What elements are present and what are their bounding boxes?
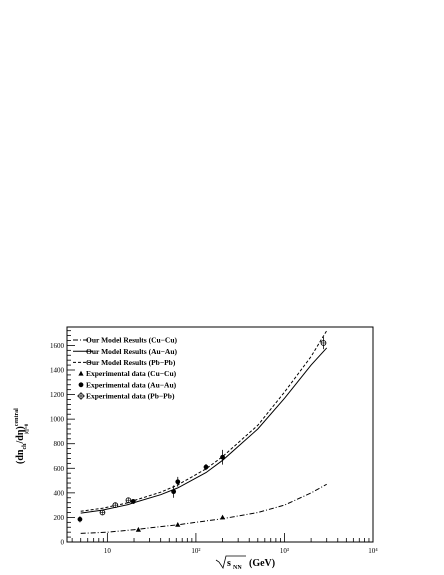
- x-tick-label: 10⁴: [368, 547, 378, 555]
- legend-label-1: Our Model Results (Au−Au): [86, 347, 178, 356]
- x-tick-label: 10: [104, 547, 112, 555]
- y-axis-title-text: (dnch/dη)central|η|=0: [14, 408, 30, 464]
- data-point-circle-filled: [220, 454, 225, 460]
- legend-label-0: Our Model Results (Cu−Cu): [86, 336, 178, 345]
- data-point-circle-filled: [77, 516, 83, 522]
- legend-label-5: Experimental data (Pb−Pb): [86, 392, 175, 401]
- data-point-circle-filled: [203, 464, 209, 470]
- sqrt-sign: [215, 555, 246, 569]
- x-tick-label: 10³: [280, 547, 289, 555]
- data-point-triangle: [135, 526, 141, 532]
- series-line-0: [80, 483, 327, 534]
- series-line-2: [80, 330, 328, 512]
- x-tick-label: 10²: [191, 547, 200, 555]
- legend-label-2: Our Model Results (Pb−Pb): [86, 358, 176, 367]
- data-point-circle-filled: [171, 489, 177, 495]
- legend: Our Model Results (Cu−Cu) Our Model Resul…: [73, 336, 178, 401]
- data-point-circle-filled: [130, 499, 136, 504]
- data-point-triangle: [219, 514, 226, 520]
- y-tick-label: 200: [54, 514, 65, 522]
- x-axis-title-subscript: NN: [233, 565, 242, 571]
- axis-titles: s NN (GeV) (dnch/dη)central|η|=0: [14, 408, 275, 571]
- y-tick-label: 800: [54, 440, 65, 448]
- y-tick-label: 1400: [50, 367, 65, 375]
- legend-label-4: Experimental data (Au−Au): [86, 380, 177, 389]
- y-tick-label: 1600: [50, 342, 65, 350]
- series-layer: [77, 330, 328, 534]
- data-point-circle-filled: [175, 479, 181, 485]
- legend-label-3: Experimental data (Cu−Cu): [86, 369, 177, 378]
- y-tick-label: 600: [54, 465, 65, 473]
- x-axis-title: s NN (GeV): [215, 555, 275, 571]
- axes: 0 200 400 600 800 1000 1200 1400 1600 10 10² 10³ 10⁴: [50, 326, 378, 555]
- legend-marker-circle-filled: [78, 382, 84, 388]
- y-tick-label: 0: [61, 539, 65, 547]
- legend-marker-triangle: [78, 370, 84, 376]
- x-axis-title-unit: (GeV): [249, 558, 275, 569]
- data-point-triangle: [175, 522, 181, 527]
- y-axis-title: (dnch/dη)central|η|=0: [14, 408, 30, 464]
- y-tick-label: 1000: [50, 416, 65, 424]
- x-axis-title-symbol: s: [227, 558, 231, 569]
- series-line-1: [80, 347, 328, 514]
- y-tick-label: 1200: [50, 391, 65, 399]
- plot-frame: [66, 326, 374, 543]
- y-tick-label: 400: [54, 489, 65, 497]
